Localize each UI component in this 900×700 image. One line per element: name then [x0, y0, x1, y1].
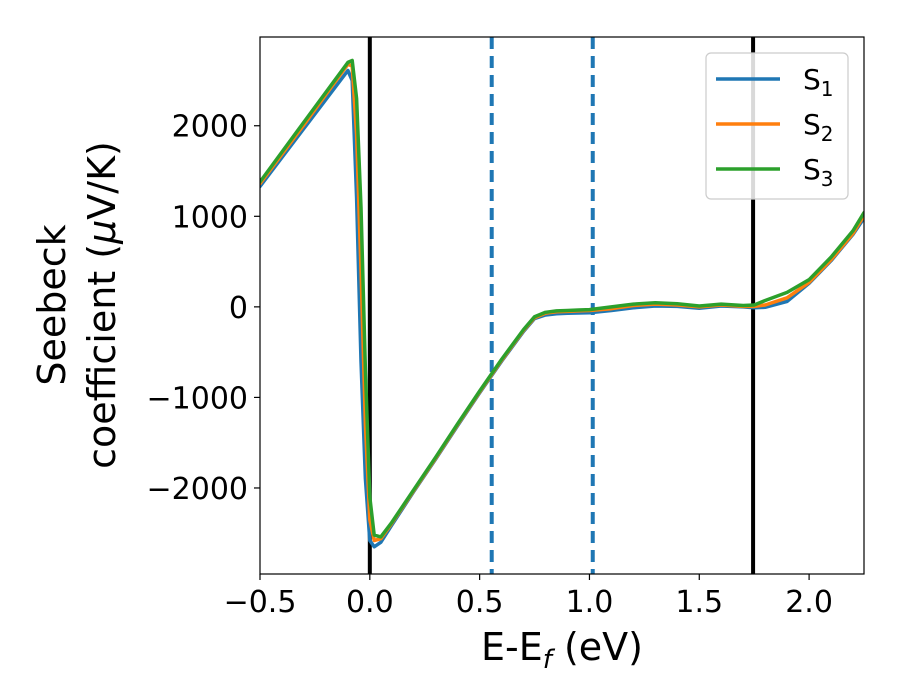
x-tick-label: −0.5 [224, 585, 297, 620]
plot-frame [259, 36, 865, 575]
y-tick-label: 1000 [172, 200, 248, 235]
x-axis: −0.5 0.0 0.5 1.0 1.5 2.0 [224, 574, 833, 620]
y-axis: −2000 −1000 0 1000 2000 [147, 110, 260, 507]
series-line-s3 [260, 58, 864, 539]
y-tick-label: −2000 [147, 472, 248, 507]
legend: S1 S2 S3 [705, 52, 849, 200]
y-axis-label: Seebeck coefficient (μV/K) [30, 141, 124, 469]
legend-label-s1: S1 [803, 63, 834, 101]
x-tick-label: 2.0 [785, 585, 833, 620]
x-tick-label: 0.0 [346, 585, 394, 620]
x-tick-label: 1.5 [675, 585, 723, 620]
legend-label-s2: S2 [803, 108, 834, 146]
x-axis-label-unit: (eV) [552, 625, 643, 669]
x-tick-label: 0.5 [456, 585, 504, 620]
y-tick-label: 2000 [172, 110, 248, 145]
y-tick-label: 0 [229, 291, 248, 326]
series-lines [260, 58, 864, 549]
y-tick-label: −1000 [147, 381, 248, 416]
x-axis-label: E-Ef (eV) [481, 625, 643, 675]
y-axis-label-line1: Seebeck [30, 224, 74, 385]
x-tick-label: 1.0 [566, 585, 614, 620]
y-axis-label-line2: coefficient (μV/K) [80, 141, 124, 469]
legend-box [705, 52, 849, 200]
legend-label-s3: S3 [803, 153, 834, 191]
